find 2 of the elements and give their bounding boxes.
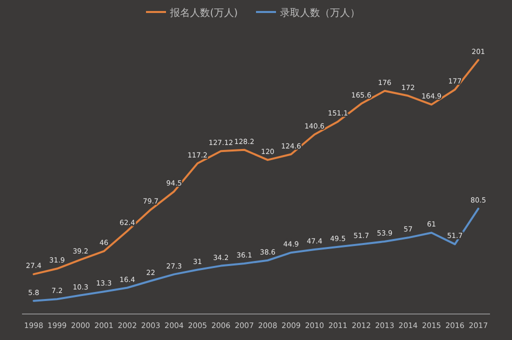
legend-label: 报名人数(万人) [169, 7, 238, 19]
legend-label: 录取人数（万人） [280, 8, 360, 19]
